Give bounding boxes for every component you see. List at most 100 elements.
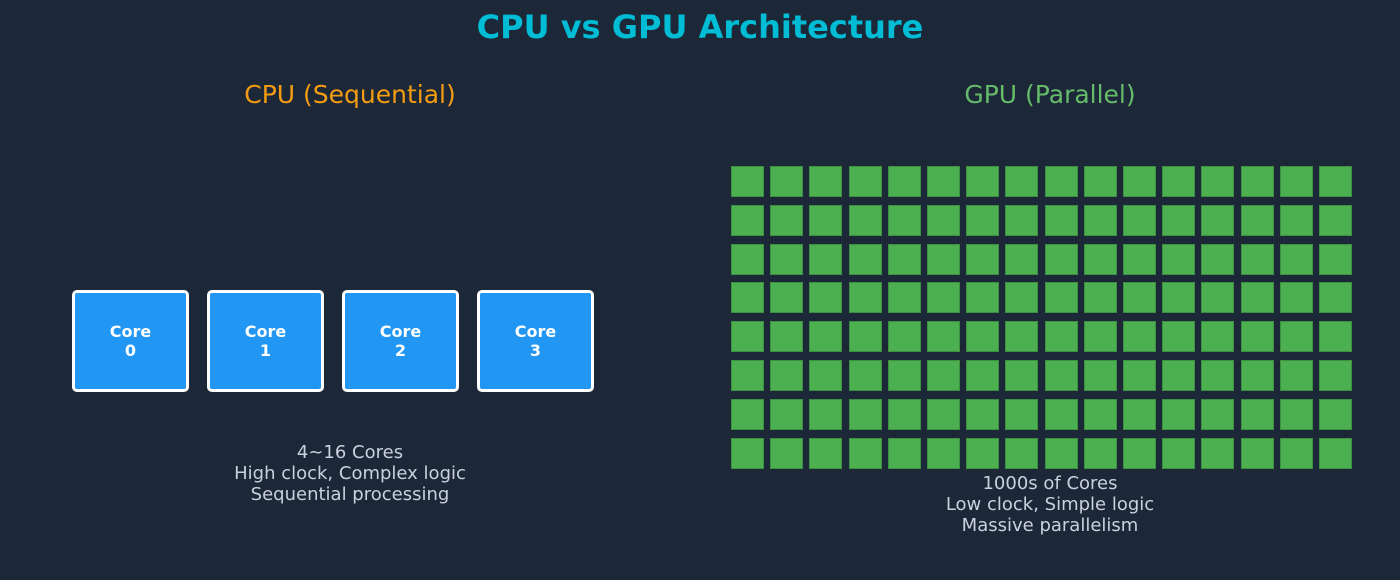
gpu-core [809, 243, 843, 275]
gpu-core [966, 282, 1000, 314]
gpu-core [1083, 360, 1117, 391]
gpu-core [887, 243, 921, 275]
diagram-title: CPU vs GPU Architecture [476, 8, 924, 46]
gpu-core [848, 398, 882, 430]
gpu-core [1279, 243, 1313, 275]
gpu-core [848, 360, 882, 391]
cpu-panel-title: CPU (Sequential) [244, 80, 456, 109]
gpu-core [1319, 398, 1352, 430]
gpu-core [1240, 166, 1274, 197]
gpu-core [1279, 360, 1313, 391]
gpu-core [1162, 437, 1196, 469]
gpu-core [770, 398, 804, 430]
gpu-core [848, 243, 882, 275]
gpu-core [770, 360, 804, 391]
gpu-core [1044, 398, 1078, 430]
gpu-core [809, 166, 843, 197]
gpu-core [731, 360, 764, 391]
gpu-core [1201, 437, 1235, 469]
cpu-caption-line: High clock, Complex logic [234, 463, 466, 484]
gpu-core [887, 437, 921, 469]
gpu-core [809, 321, 843, 353]
cpu-core: Core 2 [342, 290, 459, 392]
gpu-core [927, 243, 960, 275]
gpu-core [770, 204, 804, 236]
gpu-core [927, 321, 960, 353]
gpu-core [1044, 321, 1078, 353]
gpu-core [731, 437, 764, 469]
gpu-core [1240, 243, 1274, 275]
gpu-core [1240, 398, 1274, 430]
cpu-core-index: 2 [394, 341, 407, 360]
gpu-core [1044, 204, 1078, 236]
gpu-core [887, 360, 921, 391]
gpu-caption-line: 1000s of Cores [982, 473, 1118, 494]
gpu-core [1044, 243, 1078, 275]
gpu-core [1044, 360, 1078, 391]
cpu-core-label: Core [379, 322, 422, 341]
cpu-core: Core 3 [477, 290, 594, 392]
gpu-core [1083, 437, 1117, 469]
cpu-core-label: Core [244, 322, 287, 341]
cpu-core-index: 3 [529, 341, 542, 360]
gpu-core [731, 282, 764, 314]
gpu-core [966, 360, 1000, 391]
gpu-core [770, 437, 804, 469]
gpu-core [809, 282, 843, 314]
gpu-core [1240, 360, 1274, 391]
gpu-core [809, 204, 843, 236]
gpu-core [770, 321, 804, 353]
gpu-core [1123, 204, 1156, 236]
gpu-core [927, 360, 960, 391]
gpu-core [1005, 321, 1039, 353]
gpu-core [927, 166, 960, 197]
gpu-core [1083, 321, 1117, 353]
gpu-caption-line: Massive parallelism [961, 515, 1139, 536]
gpu-core [1162, 360, 1196, 391]
gpu-core [1319, 282, 1352, 314]
gpu-core [1279, 282, 1313, 314]
gpu-core [1319, 360, 1352, 391]
cpu-caption-line: 4~16 Cores [296, 442, 404, 463]
cpu-core-label: Core [109, 322, 152, 341]
gpu-core [887, 282, 921, 314]
gpu-core [731, 321, 764, 353]
gpu-core [1005, 243, 1039, 275]
gpu-core [731, 398, 764, 430]
gpu-core [1005, 437, 1039, 469]
gpu-core [1123, 360, 1156, 391]
gpu-core [848, 437, 882, 469]
gpu-core [966, 204, 1000, 236]
gpu-core [1044, 437, 1078, 469]
gpu-core [1162, 243, 1196, 275]
gpu-core [770, 243, 804, 275]
gpu-core [1083, 398, 1117, 430]
gpu-core [1279, 321, 1313, 353]
gpu-core [1201, 243, 1235, 275]
gpu-core [1123, 437, 1156, 469]
gpu-core [1201, 321, 1235, 353]
gpu-core [809, 360, 843, 391]
cpu-core: Core 1 [207, 290, 324, 392]
gpu-core [966, 166, 1000, 197]
gpu-core [1319, 204, 1352, 236]
gpu-core [848, 321, 882, 353]
gpu-core [966, 398, 1000, 430]
gpu-core [1201, 398, 1235, 430]
gpu-core [1201, 166, 1235, 197]
gpu-core [887, 166, 921, 197]
gpu-core [966, 321, 1000, 353]
gpu-core [927, 204, 960, 236]
gpu-core [1319, 437, 1352, 469]
gpu-core [1201, 204, 1235, 236]
gpu-core [1162, 321, 1196, 353]
gpu-core [1240, 437, 1274, 469]
gpu-core [848, 204, 882, 236]
gpu-core [1319, 166, 1352, 197]
gpu-core [1123, 321, 1156, 353]
gpu-core [887, 204, 921, 236]
gpu-core [731, 204, 764, 236]
gpu-core [966, 243, 1000, 275]
gpu-core [1005, 282, 1039, 314]
gpu-core [1162, 204, 1196, 236]
